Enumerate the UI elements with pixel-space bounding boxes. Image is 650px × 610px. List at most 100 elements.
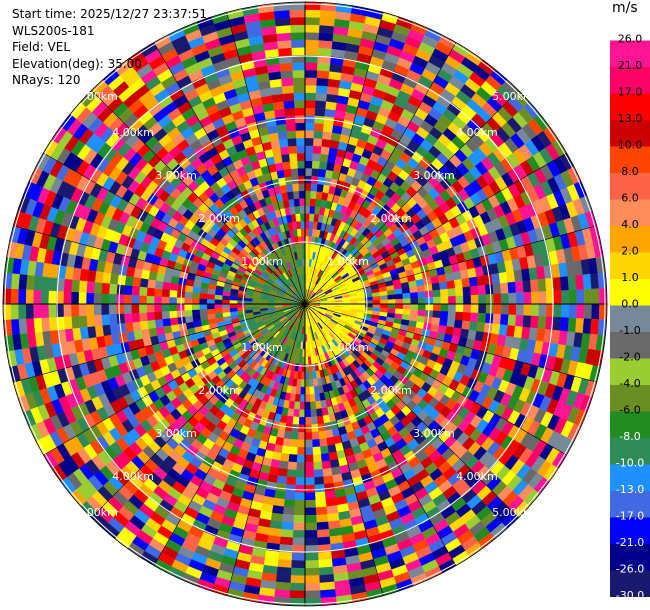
gate-cell: [294, 107, 306, 116]
gate-cell: [33, 275, 43, 291]
gate-cell: [304, 62, 318, 71]
gate-cell: [380, 303, 389, 309]
gate-cell: [283, 430, 292, 440]
gate-cell: [296, 447, 306, 456]
gate-cell: [161, 296, 170, 305]
gate-cell: [322, 131, 333, 141]
gate-cell: [278, 47, 293, 57]
gate-cell: [295, 477, 306, 486]
colorbar-tick-label: -4.0: [619, 377, 640, 390]
gate-cell: [304, 499, 316, 509]
gate-cell: [48, 316, 58, 331]
gate-cell: [10, 288, 19, 305]
gate-cell: [292, 62, 306, 71]
gate-cell: [277, 39, 292, 49]
gate-cell: [101, 282, 110, 294]
gate-cell: [206, 308, 216, 315]
gate-cell: [409, 292, 419, 299]
gate-cell: [85, 303, 95, 316]
gate-cell: [299, 394, 306, 403]
gate-cell: [285, 115, 296, 124]
gate-cell: [485, 313, 494, 324]
gate-cell: [552, 316, 562, 331]
gate-cell: [591, 288, 600, 305]
gate-cell: [17, 303, 27, 320]
gate-cell: [485, 284, 494, 295]
gate-cell: [93, 281, 103, 294]
gate-cell: [139, 277, 149, 288]
gate-cell: [304, 386, 310, 395]
gate-cell: [94, 270, 104, 283]
range-ring-label: 5.00km: [492, 506, 534, 519]
colorbar-tick-label: -1.0: [619, 324, 640, 337]
range-ring-label: 1.00km: [327, 255, 369, 268]
gate-cell: [317, 47, 332, 57]
gate-cell: [25, 289, 34, 305]
colorbar-tick-label: 4.0: [621, 218, 639, 231]
gate-cell: [582, 273, 592, 290]
gate-cell: [17, 288, 27, 305]
gate-cell: [153, 303, 162, 313]
elevation-label: Elevation(deg): 35.00: [12, 56, 142, 71]
gate-cell: [313, 469, 324, 478]
colorbar-tick-label: 17.0: [618, 86, 643, 99]
gate-cell: [276, 566, 292, 576]
gate-cell: [287, 191, 295, 200]
gate-cell: [304, 575, 320, 584]
gate-cell: [311, 431, 320, 440]
gate-cell: [326, 436, 335, 446]
gate-cell: [304, 394, 311, 403]
gate-cell: [304, 107, 316, 116]
gate-cell: [304, 198, 311, 207]
gate-cell: [169, 310, 178, 319]
gate-cell: [447, 288, 456, 297]
gate-cell: [191, 309, 201, 316]
gate-cell: [284, 491, 296, 501]
gate-cell: [291, 560, 306, 569]
gate-cell: [311, 168, 320, 177]
gate-cell: [304, 167, 313, 176]
gate-cell: [380, 299, 389, 305]
gate-cell: [468, 321, 478, 332]
gate-cell: [214, 299, 223, 305]
gate-cell: [298, 183, 306, 192]
gate-cell: [33, 303, 42, 319]
gate-cell: [432, 310, 441, 319]
gate-cell: [470, 312, 479, 323]
gate-cell: [78, 280, 88, 293]
gate-cell: [319, 24, 335, 34]
gate-cell: [278, 138, 289, 148]
gate-cell: [507, 281, 517, 294]
gate-cell: [318, 168, 327, 178]
gate-cell: [33, 289, 42, 305]
gate-cell: [168, 303, 177, 312]
gate-cell: [304, 130, 315, 139]
gate-cell: [304, 537, 318, 546]
gate-cell: [214, 303, 223, 309]
gate-cell: [191, 303, 200, 311]
gate-cell: [138, 312, 148, 322]
gate-cell: [394, 308, 404, 315]
gate-cell: [281, 85, 295, 94]
gate-cell: [285, 183, 294, 193]
gate-cell: [318, 559, 333, 569]
range-ring-label: 1.00km: [327, 341, 369, 354]
gate-cell: [326, 93, 339, 103]
scan-info: Start time: 2025/12/27 23:37:51 WLS200s-…: [12, 6, 207, 89]
gate-cell: [274, 17, 291, 27]
gate-cell: [155, 326, 165, 336]
gate-cell: [590, 273, 600, 290]
gate-cell: [431, 282, 441, 291]
gate-cell: [402, 303, 411, 310]
gate-cell: [322, 467, 333, 477]
gate-cell: [10, 273, 20, 290]
gate-cell: [275, 24, 291, 34]
gate-cell: [274, 108, 286, 118]
gate-cell: [538, 291, 547, 305]
gate-cell: [316, 77, 329, 87]
gate-cell: [131, 294, 140, 305]
gate-cell: [312, 145, 322, 154]
gate-cell: [318, 566, 334, 576]
gate-cell: [304, 228, 310, 237]
gate-cell: [567, 317, 577, 333]
